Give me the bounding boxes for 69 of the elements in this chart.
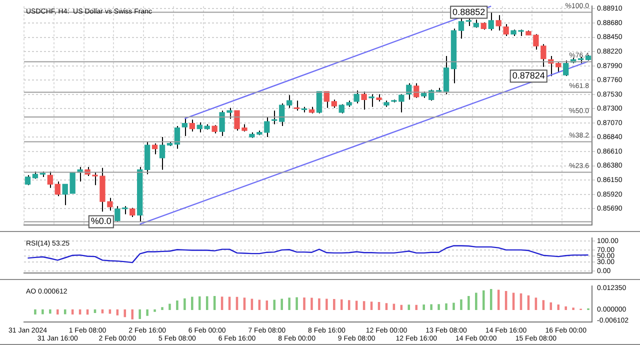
bar xyxy=(146,309,148,316)
bar xyxy=(452,302,455,310)
candlestick xyxy=(316,90,322,114)
candlestick xyxy=(174,126,180,150)
candlestick xyxy=(488,12,494,32)
bar xyxy=(191,296,194,310)
bar xyxy=(564,306,567,310)
bar xyxy=(280,298,283,310)
bar xyxy=(273,300,276,310)
annotation: 0.88852 xyxy=(452,6,486,17)
annotation: 0.87824 xyxy=(512,70,545,81)
bar xyxy=(138,309,141,320)
bar xyxy=(34,309,36,314)
bar xyxy=(131,309,134,320)
bar xyxy=(154,309,156,312)
bar xyxy=(49,309,52,314)
bar xyxy=(198,296,201,310)
candlestick xyxy=(182,117,188,137)
bar xyxy=(333,299,336,310)
annotation: %0.0 xyxy=(90,216,112,226)
candlestick xyxy=(556,62,562,73)
candlestick xyxy=(279,102,285,127)
bar xyxy=(56,309,59,314)
candlestick xyxy=(286,94,292,108)
bar xyxy=(438,304,440,310)
candlestick xyxy=(368,94,374,108)
candlestick xyxy=(458,17,464,40)
bar xyxy=(161,307,164,310)
candlestick xyxy=(54,181,60,197)
bar xyxy=(475,292,478,310)
candlestick xyxy=(24,174,31,186)
candlestick xyxy=(47,171,53,188)
bar xyxy=(415,304,418,310)
bar xyxy=(64,309,66,314)
candlestick xyxy=(496,14,502,32)
candlestick xyxy=(354,90,360,104)
bar xyxy=(184,298,186,310)
bar xyxy=(310,298,313,310)
bar xyxy=(296,297,298,310)
bar xyxy=(460,299,462,310)
bar xyxy=(408,304,410,310)
candlestick xyxy=(361,90,367,110)
bar xyxy=(468,296,470,310)
bar xyxy=(318,298,320,310)
bar xyxy=(482,290,485,310)
bar xyxy=(42,309,44,314)
bar xyxy=(326,298,328,310)
bar xyxy=(557,304,560,310)
bar xyxy=(258,300,261,310)
bar xyxy=(430,304,432,310)
candlestick xyxy=(159,136,166,170)
candlestick xyxy=(196,122,202,133)
bar xyxy=(445,303,448,310)
bar xyxy=(422,304,425,310)
candlestick xyxy=(338,104,344,114)
candlestick xyxy=(324,90,330,108)
bar xyxy=(572,308,574,310)
candlestick xyxy=(189,119,195,132)
bar xyxy=(168,304,171,310)
candlestick xyxy=(563,60,569,77)
bar xyxy=(206,296,208,310)
candlestick xyxy=(130,207,136,218)
bar xyxy=(288,298,290,310)
bar xyxy=(176,300,178,310)
candlestick xyxy=(503,24,509,36)
candlestick xyxy=(414,82,420,98)
bar xyxy=(340,299,343,310)
bar xyxy=(303,297,306,310)
candlestick xyxy=(152,142,158,155)
